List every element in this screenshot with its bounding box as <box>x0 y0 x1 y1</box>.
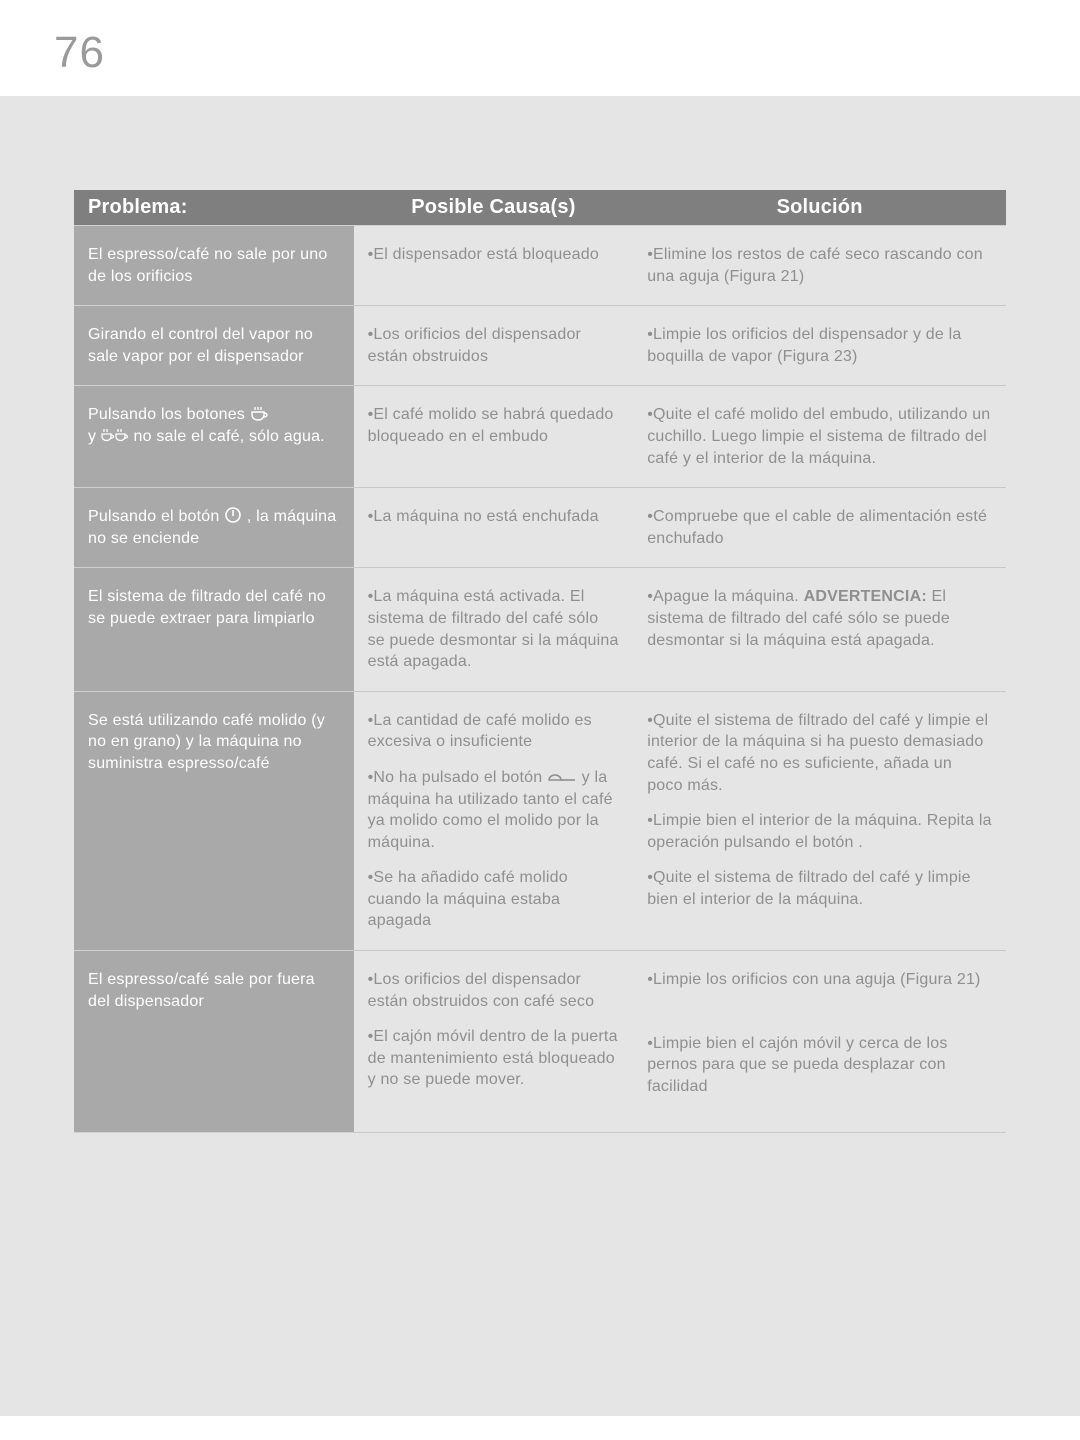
cause-item: •Los orificios del dispensador están obs… <box>368 969 620 1012</box>
solution-cell: •Limpie los orificios con una aguja (Fig… <box>633 951 1006 1133</box>
solution-cell: •Quite el sistema de filtrado del café y… <box>633 691 1006 950</box>
table-header-row: Problema: Posible Causa(s) Solución <box>74 190 1006 226</box>
table-row: Se está utilizando café molido (y no en … <box>74 691 1006 950</box>
table-row: Pulsando los botones y no sale el café, … <box>74 386 1006 488</box>
table-row: Pulsando el botón , la máquina no se enc… <box>74 488 1006 568</box>
problem-cell: Girando el control del vapor no sale vap… <box>74 306 354 386</box>
content-band: Problema: Posible Causa(s) Solución El e… <box>0 96 1080 1416</box>
solution-cell: •Limpie los orificios del dispensador y … <box>633 306 1006 386</box>
solution-bold: ADVERTENCIA: <box>804 588 927 605</box>
table-row: El espresso/café no sale por uno de los … <box>74 226 1006 306</box>
two-cups-icon <box>101 428 129 444</box>
cause-cell: •Los orificios del dispensador están obs… <box>354 951 634 1133</box>
header-problem: Problema: <box>74 190 354 226</box>
cause-item: •El cajón móvil dentro de la puerta de m… <box>368 1026 620 1091</box>
cause-cell: •Los orificios del dispensador están obs… <box>354 306 634 386</box>
power-icon <box>224 506 242 524</box>
problem-text-pre: Pulsando el botón <box>88 508 224 525</box>
cause-item: •La cantidad de café molido es excesiva … <box>368 710 620 753</box>
problem-cell: Pulsando el botón , la máquina no se enc… <box>74 488 354 568</box>
table-row: El sistema de filtrado del café no se pu… <box>74 568 1006 691</box>
cause-cell: •La máquina no está enchufada <box>354 488 634 568</box>
table-row: Girando el control del vapor no sale vap… <box>74 306 1006 386</box>
problem-cell: El espresso/café no sale por uno de los … <box>74 226 354 306</box>
solution-item: •Quite el sistema de filtrado del café y… <box>647 867 992 910</box>
header-solution: Solución <box>633 190 1006 226</box>
solution-cell: •Elimine los restos de café seco rascand… <box>633 226 1006 306</box>
problem-text-pre: Pulsando los botones <box>88 406 250 423</box>
cause-cell: •La cantidad de café molido es excesiva … <box>354 691 634 950</box>
table-row: El espresso/café sale por fuera del disp… <box>74 951 1006 1133</box>
cause-text-pre: •No ha pulsado el botón <box>368 769 547 786</box>
solution-cell: •Apague la máquina. ADVERTENCIA: El sist… <box>633 568 1006 691</box>
solution-item: •Limpie los orificios con una aguja (Fig… <box>647 969 992 991</box>
problem-text-mid: y <box>88 428 101 445</box>
cause-cell: •La máquina está activada. El sistema de… <box>354 568 634 691</box>
problem-cell: Pulsando los botones y no sale el café, … <box>74 386 354 488</box>
problem-cell: El espresso/café sale por fuera del disp… <box>74 951 354 1133</box>
solution-item: •Limpie bien el cajón móvil y cerca de l… <box>647 1033 992 1098</box>
cause-cell: •El dispensador está bloqueado <box>354 226 634 306</box>
troubleshooting-table: Problema: Posible Causa(s) Solución El e… <box>74 190 1006 1133</box>
cause-item: •Se ha añadido café molido cuando la máq… <box>368 867 620 932</box>
cause-cell: •El café molido se habrá quedado bloquea… <box>354 386 634 488</box>
header-cause: Posible Causa(s) <box>354 190 634 226</box>
cause-item: •No ha pulsado el botón y la máquina ha … <box>368 767 620 853</box>
solution-cell: •Quite el café molido del embudo, utiliz… <box>633 386 1006 488</box>
scoop-icon <box>547 771 577 785</box>
problem-text-post: no sale el café, sólo agua. <box>134 428 325 445</box>
page-number: 76 <box>0 0 1080 96</box>
cup-icon <box>250 406 270 422</box>
solution-cell: •Compruebe que el cable de alimentación … <box>633 488 1006 568</box>
solution-pre: •Apague la máquina. <box>647 588 803 605</box>
solution-item: •Quite el sistema de filtrado del café y… <box>647 710 992 796</box>
problem-cell: Se está utilizando café molido (y no en … <box>74 691 354 950</box>
problem-cell: El sistema de filtrado del café no se pu… <box>74 568 354 691</box>
solution-item: •Limpie bien el interior de la máquina. … <box>647 810 992 853</box>
